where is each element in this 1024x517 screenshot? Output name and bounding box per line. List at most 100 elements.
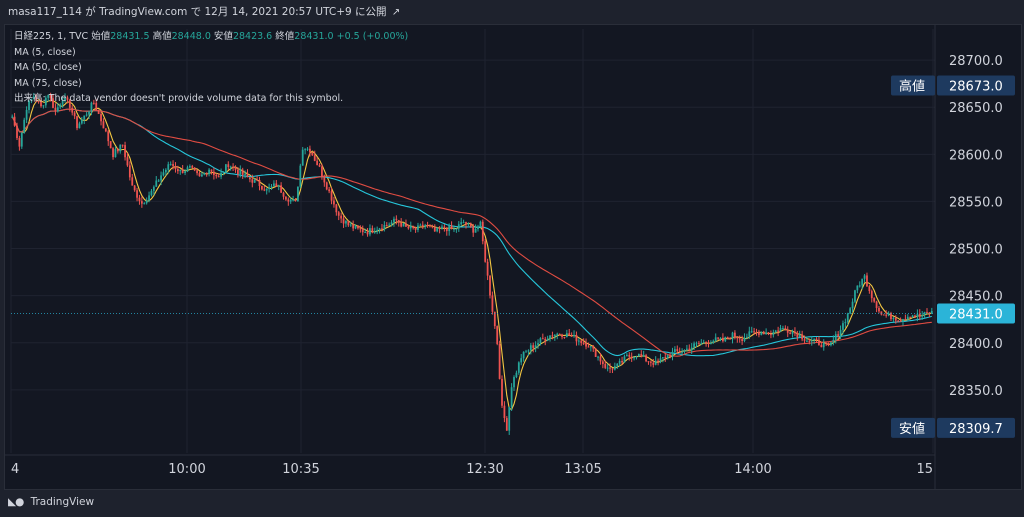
candle-body	[825, 342, 828, 344]
candle-body	[220, 172, 222, 177]
candle-body	[765, 332, 768, 335]
candle-body	[78, 123, 81, 129]
candle-body	[366, 232, 369, 235]
candle-body	[13, 116, 16, 126]
price-label-box-high	[937, 75, 1015, 96]
candle-body	[628, 354, 631, 357]
candle-body	[40, 101, 42, 107]
candle-body	[786, 329, 789, 333]
price-tag-box-low	[891, 417, 935, 438]
candle-body	[369, 228, 371, 235]
candle-body	[685, 348, 688, 350]
candle-body	[918, 313, 921, 317]
candle-body	[923, 311, 926, 316]
candle-body	[160, 175, 162, 181]
y-tick-label: 28400.0	[949, 337, 1003, 352]
legend-ma5[interactable]: MA (5, close)	[14, 46, 76, 58]
candle-body	[890, 312, 892, 320]
legend-ma50[interactable]: MA (50, close)	[14, 62, 82, 73]
candle-body	[537, 343, 539, 346]
candle-body	[376, 229, 379, 232]
candle-body	[767, 332, 770, 335]
candle-body	[904, 319, 907, 321]
candles-group	[11, 92, 933, 435]
candle-body	[529, 345, 532, 351]
share-icon[interactable]: ↗	[391, 7, 401, 18]
candle-body	[746, 336, 748, 338]
candle-body	[52, 98, 54, 108]
candle-body	[534, 345, 537, 348]
candle-body	[44, 97, 47, 106]
candle-body	[880, 311, 883, 315]
candle-body	[56, 107, 59, 112]
y-tick-label: 28700.0	[949, 54, 1003, 69]
candle-body	[719, 337, 722, 339]
candle-body	[640, 354, 643, 357]
candle-body	[212, 171, 215, 176]
candle-body	[393, 218, 395, 223]
candle-body	[328, 189, 331, 192]
candle-body	[697, 343, 700, 345]
candle-body	[695, 343, 698, 345]
candle-body	[282, 192, 285, 197]
candle-body	[73, 112, 76, 117]
candle-body	[678, 350, 681, 353]
candle-body	[246, 173, 249, 178]
candle-body	[438, 227, 441, 229]
candle-body	[371, 228, 374, 233]
candle-body	[755, 332, 758, 334]
candle-body	[140, 201, 143, 204]
candle-body	[297, 186, 299, 202]
candle-body	[385, 225, 388, 227]
candle-body	[263, 189, 266, 191]
legend-symbol[interactable]: 日経225, 1, TVC	[14, 31, 89, 42]
candle-body	[412, 226, 415, 229]
price-chart[interactable]: 28350.0 28400.0 28450.0 28500.0 28550.0 28600…	[5, 25, 1021, 489]
candle-body	[316, 160, 319, 166]
candle-body	[654, 360, 657, 365]
legend-volume-note: 出来高: The data vendor doesn't provide vol…	[14, 93, 344, 104]
candle-body	[664, 357, 667, 359]
candle-body	[465, 222, 467, 225]
candle-body	[635, 356, 638, 358]
candle-body	[683, 349, 686, 352]
candle-body	[712, 340, 715, 344]
candle-body	[541, 338, 544, 340]
candle-body	[337, 212, 340, 216]
candle-body	[594, 348, 597, 357]
candle-body	[568, 333, 571, 336]
candle-body	[681, 351, 683, 353]
chart-frame[interactable]: 28350.0 28400.0 28450.0 28500.0 28550.0 28600…	[4, 24, 1022, 490]
candle-body	[717, 337, 720, 339]
candle-body	[128, 165, 131, 178]
x-tick-label: 15	[916, 462, 933, 477]
candle-body	[321, 166, 323, 177]
y-tick-label: 28550.0	[949, 195, 1003, 210]
candle-body	[839, 329, 842, 337]
legend-low-label: 安値	[213, 31, 233, 42]
candle-body	[558, 333, 561, 335]
candle-body	[546, 338, 549, 341]
candle-body	[121, 144, 124, 146]
candle-body	[565, 333, 568, 338]
candle-body	[707, 342, 710, 345]
candle-body	[152, 186, 155, 191]
candle-body	[318, 165, 321, 167]
candle-body	[330, 191, 333, 201]
candle-body	[467, 223, 470, 225]
candle-body	[753, 331, 756, 333]
candle-body	[256, 179, 259, 181]
candle-body	[450, 225, 453, 229]
candle-body	[261, 186, 263, 190]
candle-body	[726, 337, 729, 339]
candle-body	[414, 228, 417, 230]
candle-body	[162, 172, 165, 176]
candle-body	[575, 334, 578, 342]
candle-body	[553, 334, 556, 337]
candle-body	[806, 340, 808, 342]
candle-body	[505, 418, 508, 431]
footer-brand[interactable]: ◣● TradingView	[8, 494, 94, 510]
candle-body	[789, 332, 792, 334]
candle-body	[239, 169, 242, 174]
legend-ma75[interactable]: MA (75, close)	[14, 77, 82, 89]
